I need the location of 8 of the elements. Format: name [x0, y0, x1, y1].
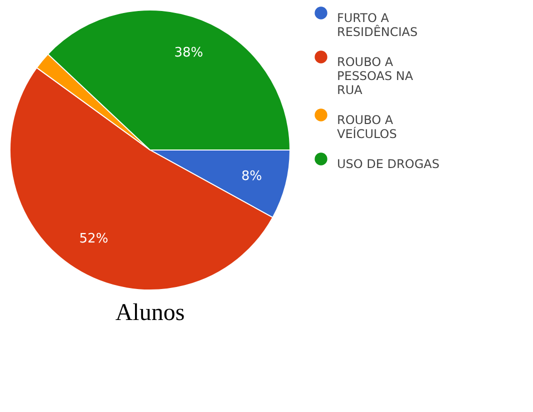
- legend-label: ROUBO A PESSOAS NA RUA: [337, 55, 414, 97]
- data-label: 52%: [79, 232, 108, 247]
- legend-label: FURTO A RESIDÊNCIAS: [337, 11, 418, 39]
- text: Alunos: [115, 300, 185, 326]
- data-label: 8%: [241, 169, 262, 184]
- legend-label: USO DE DROGAS: [337, 157, 440, 171]
- legend-label: ROUBO A VEÍCULOS: [337, 113, 397, 141]
- data-label: 38%: [174, 45, 204, 60]
